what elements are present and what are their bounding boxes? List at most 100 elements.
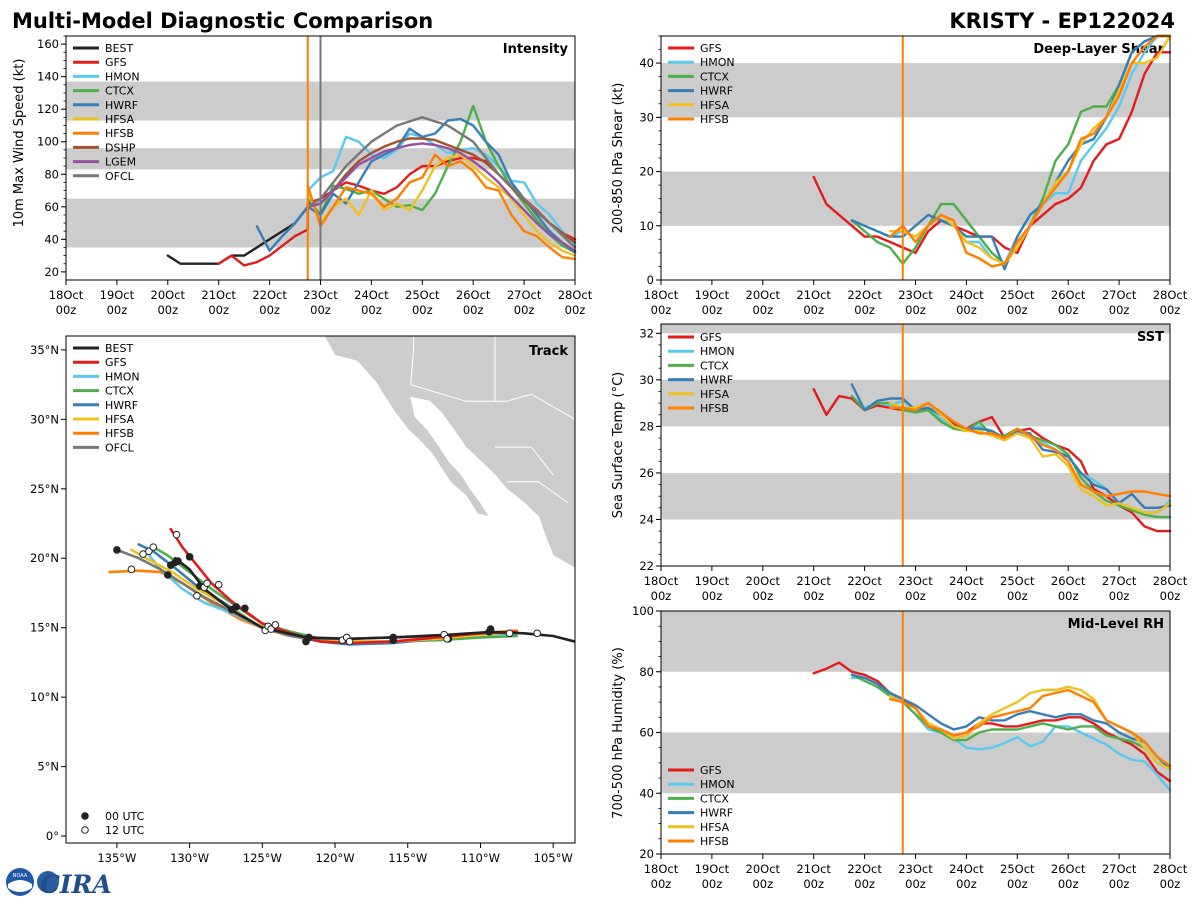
track-ytick-label: 20°N: [30, 551, 59, 565]
shear-ytick-label: 10: [639, 219, 654, 233]
intensity-ytick-label: 160: [37, 37, 59, 51]
intensity-xtick-hour: 00z: [259, 303, 280, 317]
track-series-hfsa: [130, 548, 519, 643]
track-marker-12utc: [505, 629, 514, 638]
sst-xtick-day: 21Oct: [796, 574, 831, 588]
track-marker-12utc: [203, 579, 211, 588]
rh-band: [661, 732, 1170, 794]
track-ytick-label: 10°N: [30, 690, 59, 704]
intensity-series-hfsa: [306, 153, 577, 257]
rh-xtick-day: 24Oct: [949, 862, 984, 876]
track-ytick-label: 0°: [46, 829, 59, 843]
track-xtick-label: 135°W: [97, 851, 136, 865]
intensity-ytick-label: 40: [44, 232, 59, 246]
intensity-xtick-hour: 00z: [565, 303, 586, 317]
intensity-legend-label-hfsa: HFSA: [105, 113, 135, 126]
shear-title: Deep-Layer Shear: [1033, 42, 1164, 57]
track-xtick-label: 110°W: [461, 851, 500, 865]
track-marker-12utc: [443, 635, 451, 643]
sst-legend-label-hfsa: HFSA: [700, 388, 730, 401]
sst-ytick-label: 30: [639, 373, 654, 387]
shear-xtick-day: 26Oct: [1051, 288, 1086, 302]
track-marker-00utc: [389, 633, 398, 642]
rh-series-hwrf: [850, 673, 1172, 771]
sst-legend-label-hwrf: HWRF: [700, 374, 733, 387]
intensity-panel: 10m Max Wind Speed (kt) Intensity 20 40 60…: [12, 35, 593, 317]
shear-ytick-label: 40: [639, 56, 654, 70]
intensity-legend-label-hwrf: HWRF: [105, 99, 138, 112]
sst-xtick-hour: 00z: [702, 589, 723, 603]
track-series-ctcx: [152, 545, 519, 643]
track-xtick-label: 120°W: [316, 851, 355, 865]
rh-xtick-day: 26Oct: [1051, 862, 1086, 876]
intensity-xtick-hour: 00z: [412, 303, 433, 317]
rh-legend-label-hwrf: HWRF: [700, 807, 733, 820]
sst-xtick-day: 22Oct: [847, 574, 882, 588]
track-legend-label-gfs: GFS: [105, 356, 127, 369]
track-marker-00utc: [185, 553, 194, 561]
shear-xtick-day: 27Oct: [1102, 288, 1137, 302]
track-legend-label-hmon: HMON: [105, 370, 140, 383]
track-marker-00utc: [232, 603, 240, 611]
rh-xtick-day: 27Oct: [1102, 862, 1137, 876]
sst-xtick-hour: 00z: [905, 589, 926, 603]
sst-xtick-hour: 00z: [1109, 589, 1130, 603]
sst-series-hfsb: [888, 401, 1172, 498]
sst-xtick-day: 27Oct: [1102, 574, 1137, 588]
storm-id-title: KRISTY - EP122024: [949, 9, 1175, 33]
shear-xtick-day: 19Oct: [695, 288, 730, 302]
sst-ytick-label: 28: [639, 419, 654, 433]
rh-series-gfs: [812, 661, 1172, 783]
intensity-legend-label-dshp: DSHP: [105, 141, 136, 154]
track-frame: [65, 335, 576, 844]
intensity-xtick-day: 23Oct: [303, 288, 338, 302]
shear-ytick-label: 20: [639, 165, 654, 179]
sst-xtick-hour: 00z: [1160, 589, 1181, 603]
shear-xtick-hour: 00z: [1109, 303, 1130, 317]
rh-ytick-label: 60: [639, 726, 654, 740]
rh-panel: 700-500 hPa Humidity (%) Mid-Level RH 20…: [611, 604, 1188, 891]
shear-xtick-hour: 00z: [752, 303, 773, 317]
shear-xtick-hour: 00z: [854, 303, 875, 317]
intensity-xtick-day: 19Oct: [100, 288, 135, 302]
track-border-line: [410, 384, 575, 420]
intensity-xtick-hour: 00z: [208, 303, 229, 317]
rh-xtick-hour: 00z: [1007, 877, 1028, 891]
shear-xtick-day: 25Oct: [1000, 288, 1035, 302]
sst-panel: Sea Surface Temp (°C) SST 22 24 26 28 30 32 18…: [611, 323, 1188, 603]
shear-ylabel: 200-850 hPa Shear (kt): [611, 83, 626, 234]
intensity-series-lgem: [306, 142, 577, 252]
track-title: Track: [529, 344, 568, 359]
intensity-ytick-label: 20: [44, 265, 59, 279]
noaa-logo-wave: [8, 880, 32, 892]
track-border-line: [506, 481, 568, 504]
sst-band: [661, 379, 1170, 427]
track-xtick-label: 125°W: [243, 851, 282, 865]
sst-xtick-day: 28Oct: [1153, 574, 1188, 588]
shear-xtick-hour: 00z: [1160, 303, 1181, 317]
track-marker-00utc: [241, 604, 249, 613]
intensity-xtick-day: 26Oct: [456, 288, 491, 302]
shear-legend-label-hwrf: HWRF: [700, 85, 733, 98]
shear-xtick-hour: 00z: [956, 303, 977, 317]
intensity-xtick-hour: 00z: [310, 303, 331, 317]
track-legend-label-ofcl: OFCL: [105, 441, 135, 454]
shear-xtick-hour: 00z: [651, 303, 672, 317]
intensity-ytick-label: 60: [44, 200, 59, 214]
intensity-legend-label-best: BEST: [105, 42, 133, 55]
track-marker-12utc: [172, 530, 181, 539]
sst-ytick-label: 24: [639, 512, 654, 526]
intensity-xtick-day: 21Oct: [201, 288, 236, 302]
sst-xtick-day: 19Oct: [695, 574, 730, 588]
rh-xtick-hour: 00z: [905, 877, 926, 891]
sst-title: SST: [1137, 330, 1164, 345]
track-marker-12utc: [149, 543, 158, 551]
rh-xtick-hour: 00z: [651, 877, 672, 891]
intensity-legend-label-ofcl: OFCL: [105, 170, 135, 183]
track-border-line: [495, 446, 554, 476]
sst-ylabel: Sea Surface Temp (°C): [611, 372, 626, 519]
rh-xtick-day: 28Oct: [1153, 862, 1188, 876]
track-legend-label-ctcx: CTCX: [105, 385, 134, 398]
intensity-xtick-hour: 00z: [107, 303, 128, 317]
rh-xtick-hour: 00z: [1058, 877, 1079, 891]
